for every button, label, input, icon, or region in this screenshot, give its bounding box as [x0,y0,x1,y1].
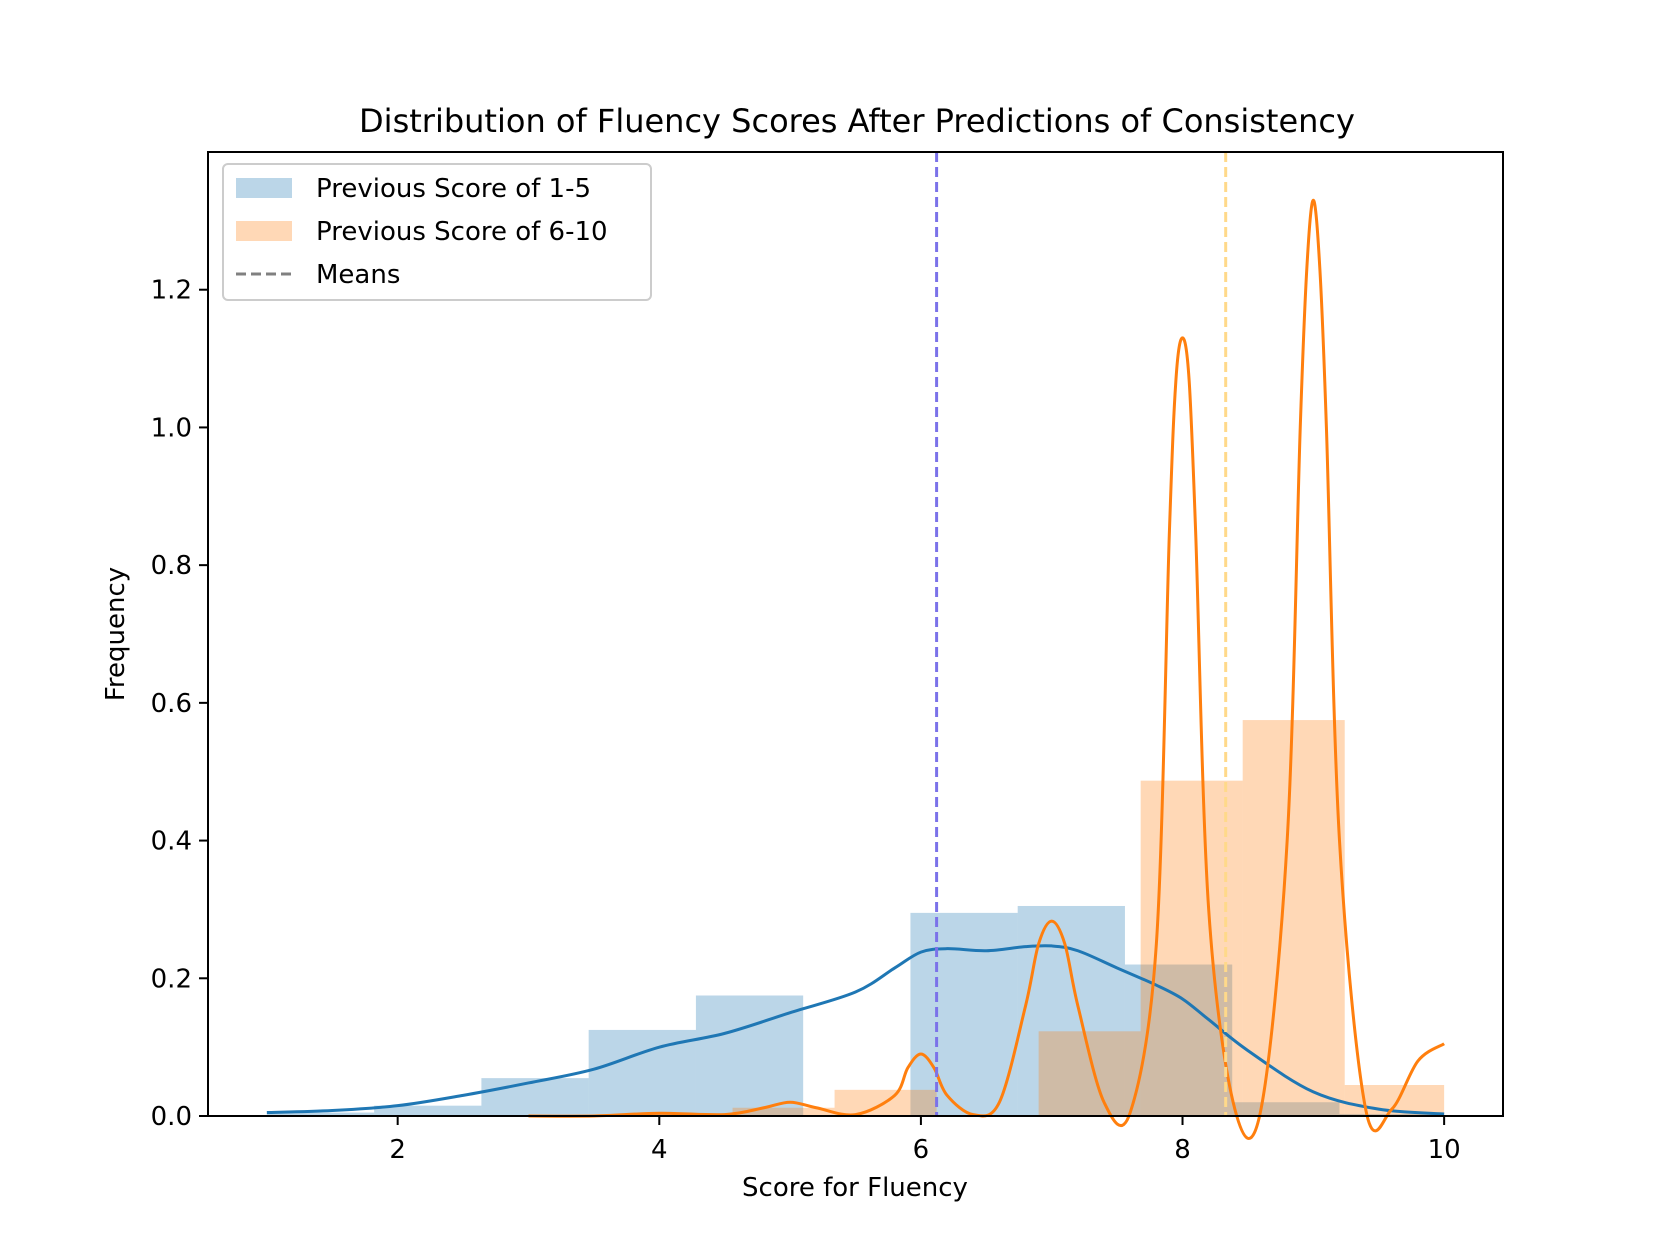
histogram-series-1 [266,905,1445,1116]
legend-swatch [236,221,292,241]
histogram-bar [481,1078,589,1116]
x-tick-label: 4 [651,1135,668,1165]
legend-box [222,163,652,301]
x-tick-label: 10 [1428,1135,1461,1165]
y-tick-label: 0.4 [151,827,192,857]
x-tick-label: 2 [389,1135,406,1165]
x-axis-label: Score for Fluency [742,1173,968,1203]
x-tick-label: 6 [913,1135,930,1165]
y-tick-label: 1.0 [151,413,192,443]
legend-swatch [236,178,292,198]
y-tick-label: 0.2 [151,964,192,994]
histogram-bar [266,1112,375,1116]
legend-label: Previous Score of 1-5 [316,174,591,204]
kde-line-1 [266,944,1445,1116]
histogram-bar [910,912,1018,1116]
histogram-bar [1017,905,1125,1116]
x-axis: 2 4 6 8 10 [389,1116,1461,1165]
histogram-bar [1242,720,1345,1116]
y-tick-label: 0.8 [151,551,192,581]
axes-frame [207,151,1504,1117]
legend-label: Previous Score of 6-10 [316,217,608,247]
chart-title: Distribution of Fluency Scores After Pre… [359,102,1355,140]
x-tick-label: 8 [1174,1135,1191,1165]
y-tick-label: 0.0 [151,1102,192,1132]
y-tick-label: 1.2 [151,276,192,306]
y-axis-label: Frequency [101,567,131,701]
histogram-bar [732,1107,835,1116]
legend: Previous Score of 1-5 Previous Score of 6… [222,163,652,301]
legend-label: Means [316,260,400,290]
kde-line-2 [528,198,1445,1140]
plot-area [266,152,1445,1140]
histogram-bar [374,1105,482,1116]
histogram-bar [1339,1113,1445,1116]
y-axis: 0.0 0.2 0.4 0.6 0.8 1.0 1.2 [151,276,208,1132]
histogram-bar [1038,1031,1141,1116]
y-tick-label: 0.6 [151,689,192,719]
